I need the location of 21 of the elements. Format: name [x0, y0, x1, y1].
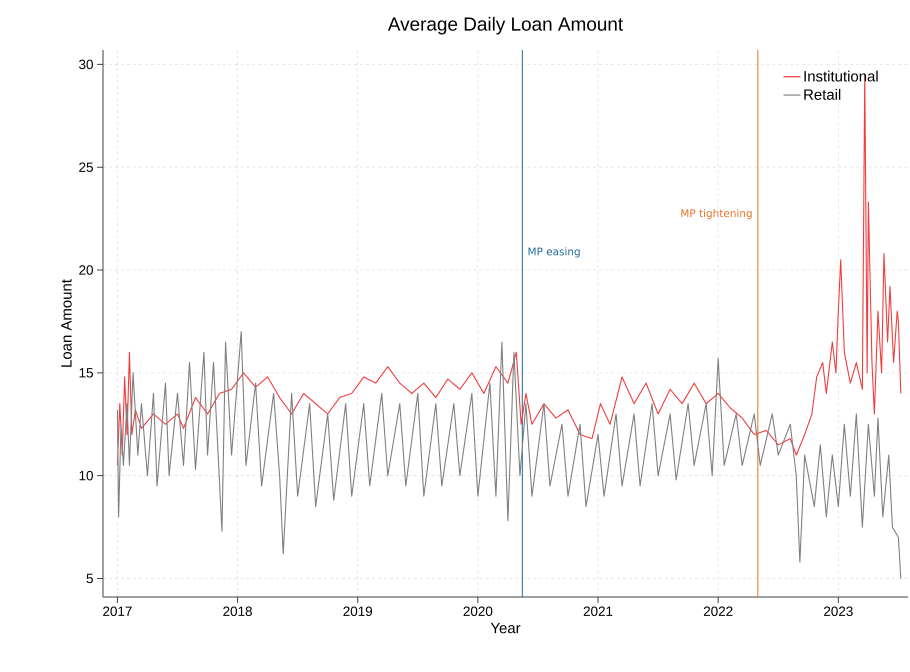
x-tick-label: 2022	[704, 606, 732, 616]
y-tick-label: 10	[80, 470, 93, 480]
x-axis-title: Year	[490, 622, 520, 634]
y-tick-label: 15	[80, 368, 93, 378]
y-tick-label: 30	[79, 60, 93, 70]
y-tick-label: 5	[86, 574, 93, 584]
x-tick-label: 2018	[223, 606, 252, 616]
line-series	[116, 331, 902, 580]
y-tick-label: 20	[79, 265, 93, 275]
legend-label: Institutional	[804, 70, 878, 82]
x-tick-label: 2020	[464, 606, 492, 616]
x-tick-label: 2019	[343, 606, 372, 616]
ref-line-label: MP easing	[528, 247, 580, 258]
x-tick-label: 2023	[824, 606, 853, 616]
x-tick-label: 2017	[103, 606, 132, 616]
y-axis-title: Loan Amount	[61, 279, 72, 367]
legend-label: Retail	[804, 88, 840, 100]
ref-line-label: MP tightening	[681, 209, 752, 220]
y-tick-label: 25	[79, 162, 93, 172]
x-tick-label: 2021	[584, 606, 612, 616]
chart-title: Average Daily Loan Amount	[388, 16, 623, 34]
